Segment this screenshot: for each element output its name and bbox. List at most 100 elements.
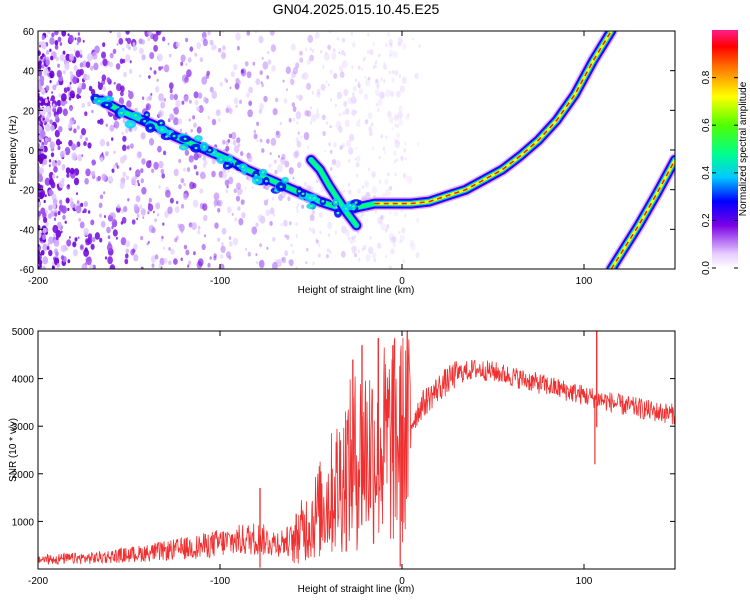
spectrogram-noise-speck [259,259,265,267]
spectrogram-noise-speck [268,163,272,168]
spectrogram-noise-speck [124,127,129,134]
spectrogram-noise-speck [79,134,83,140]
spectrogram-noise-speck [325,121,328,125]
spectrogram-noise-speck [42,266,46,269]
spectrogram-noise-speck [38,174,43,183]
spectrogram-noise-speck [287,196,291,202]
spectrogram-noise-speck [65,197,70,204]
spectrogram-noise-speck [281,257,284,261]
spectrogram-noise-speck [211,170,216,178]
spectrogram-noise-speck [43,199,46,204]
spectrogram-noise-speck [314,31,320,40]
spectrogram-noise-speck [186,167,191,173]
spectrogram-noise-speck [186,69,192,78]
spectrogram-noise-speck [235,32,241,41]
spectrogram-noise-speck [404,141,407,146]
spectrogram-noise-speck [67,207,70,211]
spectrogram-noise-speck [352,92,355,96]
spectrogram-noise-speck [233,64,238,71]
spectrogram-noise-speck [76,93,80,99]
spectrogram-noise-speck [140,168,144,174]
spectrogram-noise-speck [288,118,292,123]
spectrogram-noise-speck [156,78,159,82]
spectrogram-noise-speck [113,150,116,154]
spectrogram-noise-speck [55,56,60,62]
spectrogram-noise-speck [183,244,188,250]
spectrogram-noise-speck [213,45,217,50]
spectrogram-noise-speck [45,67,48,70]
spectrogram-noise-speck [78,83,82,89]
spectrogram-noise-speck [168,260,172,265]
spectrogram-noise-speck [83,248,89,257]
spectrogram-noise-speck [230,71,235,78]
spectrogram-noise-speck [39,167,44,175]
spectrogram-noise-speck [180,54,186,63]
spectrogram-noise-speck [48,204,53,211]
spectrogram-noise-speck [38,120,41,125]
spectrogram-noise-speck [42,227,47,234]
spectrogram-noise-speck [394,114,399,122]
spectrogram-noise-speck [57,106,63,115]
spectrogram-noise-speck [161,235,164,240]
spectrogram-noise-speck [187,57,192,63]
spectrogram-noise-speck [122,135,127,142]
spectrogram-noise-speck [295,266,298,269]
spectrogram-noise-speck [235,104,238,109]
spectrogram-noise-speck [296,121,299,125]
spectrogram-xtick-label: -200 [28,276,48,287]
spectrogram-noise-speck [244,187,247,190]
spectrogram-noise-speck [139,204,143,210]
spectrogram-noise-speck [99,213,102,218]
spectrogram-noise-speck [112,48,117,55]
spectrogram-noise-speck [374,65,377,69]
spectrogram-noise-speck [240,189,243,193]
snr-line [38,331,675,566]
spectrogram-noise-speck [240,69,244,74]
spectrogram-noise-speck [52,224,59,234]
spectrogram-noise-speck [104,215,106,218]
spectrogram-noise-speck [148,138,155,146]
spectrogram-noise-speck [327,44,331,50]
spectrogram-noise-speck [80,202,84,207]
spectrogram-noise-speck [39,44,41,48]
snr-panel: -200 -100 0 100 1000 2000 3000 4000 5000 Height … [8,327,676,595]
spectrogram-noise-speck [384,135,388,140]
spectrogram-noise-speck [231,213,234,216]
spectrogram-noise-speck [163,64,170,73]
spectrogram-noise-speck [67,33,70,37]
spectrogram-noise-speck [59,53,65,62]
spectrogram-noise-speck [180,61,184,66]
spectrogram-noise-speck [201,243,206,251]
spectrogram-noise-speck [88,85,93,92]
spectrogram-noise-speck [63,150,66,155]
spectrogram-noise-speck [149,67,153,71]
spectrogram-noise-speck [101,74,107,81]
spectrogram-noise-speck [407,113,410,117]
spectrogram-noise-speck [278,194,283,202]
spectrogram-noise-speck [138,38,143,45]
spectrogram-trace-blob [298,190,301,193]
spectrogram-noise-speck [99,237,103,243]
spectrogram-noise-speck [202,38,208,47]
spectrogram-noise-speck [358,88,363,95]
spectrogram-noise-speck [318,212,323,218]
snr-plot-area [38,331,675,568]
spectrogram-noise-speck [228,176,234,185]
spectrogram-noise-speck [38,60,42,65]
spectrogram-noise-speck [207,31,211,36]
spectrogram-noise-speck [380,223,386,231]
spectrogram-noise-speck [196,42,202,50]
snr-xlabel: Height of straight line (km) [298,584,415,595]
spectrogram-noise-speck [341,144,344,149]
spectrogram-noise-speck [385,227,388,232]
spectrogram-noise-speck [329,69,333,75]
spectrogram-noise-speck [219,81,223,87]
spectrogram-noise-speck [234,217,238,222]
spectrogram-noise-speck [148,75,151,79]
spectrogram-noise-speck [173,107,179,115]
spectrogram-noise-speck [99,138,106,147]
spectrogram-noise-speck [55,138,61,146]
spectrogram-noise-speck [346,139,352,148]
spectrogram-noise-speck [160,238,163,242]
